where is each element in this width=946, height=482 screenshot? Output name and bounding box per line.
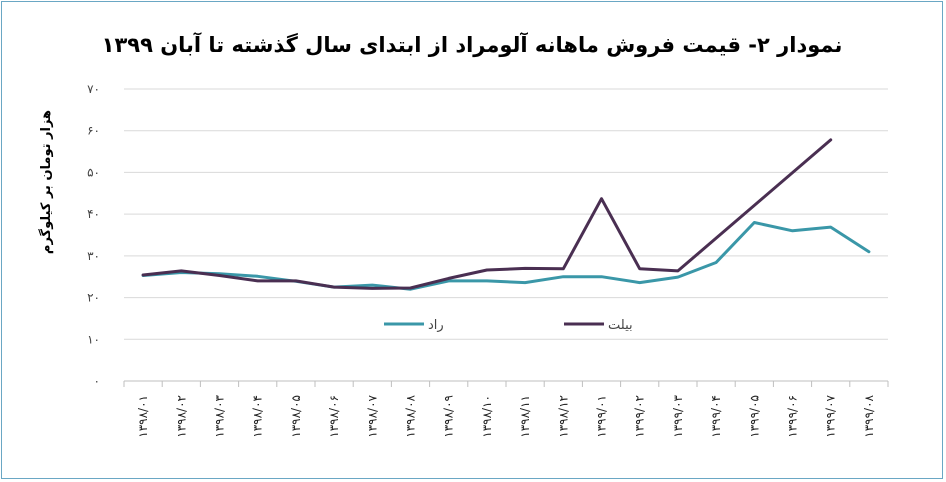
series-line-billet xyxy=(141,138,833,290)
x-tick-labels: ۱۳۹۸/۰۱ ۱۳۹۸/۰۲ ۱۳۹۸/۰۳ ۱۳۹۸/۰۴ ۱۳۹۸/۰۵ ۱۳۹۸/… xyxy=(123,381,889,438)
x-tick-label: ۱۳۹۸/۱۱ xyxy=(518,395,532,438)
y-axis-label: هزار تومان بر کیلوگرم xyxy=(38,110,54,254)
y-tick-label: ۴۰ xyxy=(87,207,100,221)
legend-label: بیلت xyxy=(608,318,633,333)
legend: راد بیلت xyxy=(384,318,633,333)
y-tick-label: ۷۰ xyxy=(87,82,100,96)
x-tick-label: ۱۳۹۹/۰۷ xyxy=(824,394,838,437)
series-lines xyxy=(141,138,871,291)
x-tick-label: ۱۳۹۹/۰۸ xyxy=(862,394,876,437)
x-tick-label: ۱۳۹۸/۰۴ xyxy=(251,395,265,438)
y-tick-labels: ۰ ۱۰ ۲۰ ۳۰ ۴۰ ۵۰ ۶۰ ۷۰ xyxy=(87,82,100,388)
y-tick-label: ۳۰ xyxy=(87,249,100,263)
x-tick-label: ۱۳۹۸/۱۲ xyxy=(556,395,570,438)
x-tick-label: ۱۳۹۸/۰۶ xyxy=(327,395,341,438)
x-tick-label: ۱۳۹۹/۰۲ xyxy=(633,395,647,438)
x-tick-label: ۱۳۹۸/۰۷ xyxy=(365,394,379,437)
x-tick-label: ۱۳۹۸/۰۸ xyxy=(404,394,418,437)
series-line-rad xyxy=(141,221,871,291)
x-tick-label: ۱۳۹۸/۰۹ xyxy=(442,395,456,438)
x-tick-label: ۱۳۹۹/۰۳ xyxy=(671,394,685,437)
x-tick-label: ۱۳۹۸/۰۲ xyxy=(174,395,188,438)
x-tick-label: ۱۳۹۹/۰۴ xyxy=(709,395,723,438)
chart-title: نمودار ۲- قیمت فروش ماهانه آلومراد از اب… xyxy=(102,32,843,57)
gridlines xyxy=(124,88,888,382)
x-tick-label: ۱۳۹۸/۰۵ xyxy=(289,395,303,438)
x-tick-label: ۱۳۹۸/۱۰ xyxy=(480,395,494,438)
x-tick-label: ۱۳۹۸/۰۳ xyxy=(213,394,227,437)
y-tick-label: ۰ xyxy=(94,374,100,388)
x-tick-label: ۱۳۹۹/۰۵ xyxy=(747,395,761,438)
x-tick-label: ۱۳۹۹/۰۱ xyxy=(595,395,609,438)
legend-label: راد xyxy=(428,318,444,333)
y-tick-label: ۲۰ xyxy=(87,291,100,305)
x-tick-label: ۱۳۹۸/۰۱ xyxy=(136,395,150,438)
y-tick-label: ۶۰ xyxy=(87,124,100,138)
y-tick-label: ۱۰ xyxy=(87,332,100,346)
x-tick-label: ۱۳۹۹/۰۶ xyxy=(786,395,800,438)
y-tick-label: ۵۰ xyxy=(87,165,100,179)
